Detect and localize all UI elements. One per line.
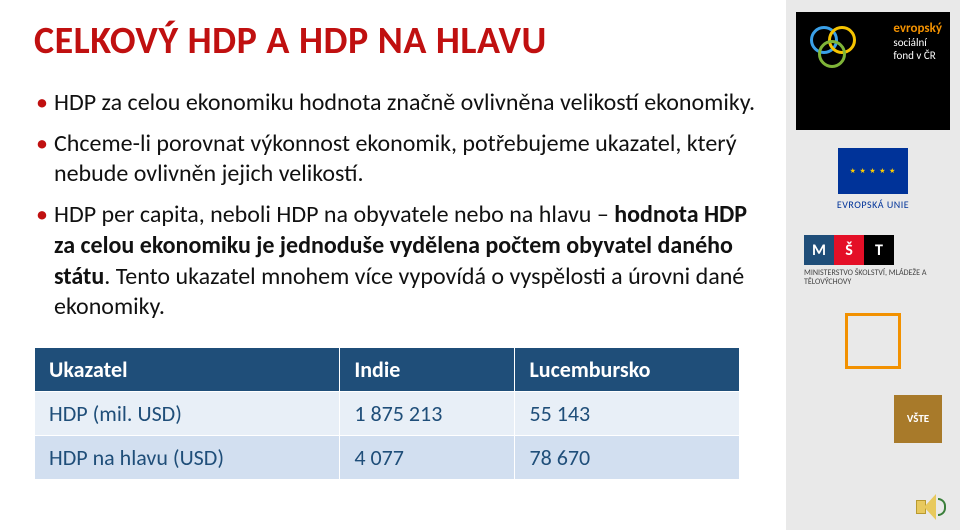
bullet-list: HDP za celou ekonomiku hodnota značně ov… <box>34 88 760 323</box>
esf-rings-icon <box>810 26 864 80</box>
table-cell: HDP na hlavu (USD) <box>35 436 340 480</box>
vste-square: VŠTE <box>894 395 942 443</box>
bullet-text: HDP za celou ekonomiku hodnota značně ov… <box>54 88 755 117</box>
esf-logo: evropský sociální fond v ČR <box>796 12 950 130</box>
table-header: Lucembursko <box>515 348 740 392</box>
bullet-item: Chceme-li porovnat výkonnost ekonomik, p… <box>54 129 760 190</box>
logo-column: evropský sociální fond v ČR EVROPSKÁ UNI… <box>786 0 960 530</box>
slide: CELKOVÝ HDP A HDP NA HLAVU HDP za celou … <box>0 0 960 530</box>
bullet-text: Chceme-li porovnat výkonnost ekonomik, p… <box>54 129 737 189</box>
esf-line3: fond v ČR <box>893 49 935 62</box>
table-row: HDP na hlavu (USD) 4 077 78 670 <box>35 436 740 480</box>
table-header: Indie <box>340 348 515 392</box>
bullet-item: HDP per capita, neboli HDP na obyvatele … <box>54 200 760 323</box>
speaker-icon[interactable] <box>916 494 948 520</box>
eu-label: EVROPSKÁ UNIE <box>796 198 950 211</box>
table-cell: 4 077 <box>340 436 515 480</box>
bullet-text: HDP per capita, neboli HDP na obyvatele … <box>54 200 747 321</box>
vste-logo: VŠTE <box>796 389 950 443</box>
eu-logo: EVROPSKÁ UNIE <box>796 142 950 217</box>
eu-flag-icon <box>838 148 908 194</box>
msmt-letter: Š <box>834 235 864 265</box>
esf-text: evropský sociální fond v ČR <box>893 22 942 62</box>
table-cell: 78 670 <box>515 436 740 480</box>
table-cell: HDP (mil. USD) <box>35 392 340 436</box>
slide-title: CELKOVÝ HDP A HDP NA HLAVU <box>34 18 760 64</box>
msmt-logo: M Š T MINISTERSTVO ŠKOLSTVÍ, MLÁDEŽE A T… <box>796 229 950 293</box>
table-header: Ukazatel <box>35 348 340 392</box>
esf-line1: evropský <box>893 22 942 37</box>
content-area: CELKOVÝ HDP A HDP NA HLAVU HDP za celou … <box>34 18 760 480</box>
opvk-square-icon <box>845 313 901 369</box>
data-table: Ukazatel Indie Lucembursko HDP (mil. USD… <box>34 347 740 480</box>
table-header-row: Ukazatel Indie Lucembursko <box>35 348 740 392</box>
bullet-item: HDP za celou ekonomiku hodnota značně ov… <box>54 88 760 119</box>
table-cell: 55 143 <box>515 392 740 436</box>
msmt-letter: T <box>864 235 894 265</box>
opvk-logo <box>796 305 950 377</box>
esf-line2: sociální <box>893 36 926 49</box>
msmt-letter: M <box>804 235 834 265</box>
table-row: HDP (mil. USD) 1 875 213 55 143 <box>35 392 740 436</box>
table-cell: 1 875 213 <box>340 392 515 436</box>
msmt-letters: M Š T <box>804 235 942 265</box>
msmt-caption: MINISTERSTVO ŠKOLSTVÍ, MLÁDEŽE A TĚLOVÝC… <box>804 269 942 287</box>
